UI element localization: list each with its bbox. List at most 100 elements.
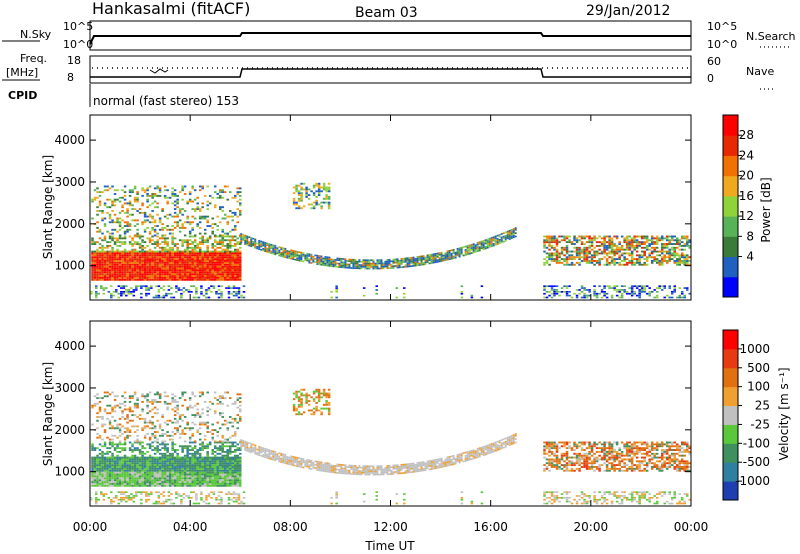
data-cell (670, 237, 674, 240)
data-cell (206, 414, 209, 417)
data-cell (648, 239, 651, 242)
data-cell (300, 195, 303, 198)
data-cell (176, 406, 179, 409)
data-cell (168, 258, 172, 261)
data-cell (412, 261, 415, 264)
data-cell (188, 230, 192, 233)
nave-label: Nave (746, 65, 774, 78)
data-cell (166, 196, 169, 199)
data-cell (675, 239, 679, 242)
data-cell (171, 481, 174, 483)
data-cell (123, 254, 127, 257)
data-cell (98, 434, 102, 437)
data-cell (153, 434, 157, 437)
data-cell (545, 246, 549, 249)
cpid-text: normal (fast stereo) 153 (93, 94, 239, 108)
data-cell (226, 244, 229, 247)
data-cell (111, 267, 114, 270)
data-cell (148, 462, 152, 465)
data-cell (191, 260, 194, 262)
data-cell (181, 187, 184, 190)
data-cell (226, 471, 229, 474)
data-cell (201, 278, 204, 281)
data-cell (262, 241, 265, 243)
data-cell (161, 237, 164, 240)
data-cell (216, 471, 219, 474)
data-cell (98, 397, 102, 400)
data-cell (208, 456, 212, 459)
data-cell (158, 464, 162, 467)
data-cell (386, 260, 389, 263)
data-cell (145, 289, 148, 291)
data-cell (498, 239, 501, 241)
data-cell (593, 291, 596, 293)
data-cell (300, 207, 303, 210)
data-cell (123, 252, 127, 255)
data-cell (221, 267, 224, 270)
data-cell (138, 450, 142, 453)
data-cell (223, 454, 227, 457)
data-cell (203, 278, 207, 281)
data-cell (640, 241, 644, 244)
data-cell (103, 237, 107, 240)
data-cell (565, 287, 569, 289)
data-cell (308, 253, 311, 256)
data-cell (618, 258, 621, 261)
data-cell (98, 265, 102, 268)
data-cell (133, 273, 137, 276)
data-cell (430, 257, 433, 259)
data-cell (226, 235, 229, 238)
data-cell (116, 261, 119, 264)
data-cell (598, 235, 601, 238)
data-cell (332, 262, 335, 264)
data-cell (156, 276, 159, 279)
data-cell (91, 263, 94, 266)
data-cell (141, 393, 144, 396)
data-cell (316, 259, 319, 262)
data-cell (187, 289, 191, 291)
data-cell (575, 250, 579, 253)
data-cell (231, 256, 234, 259)
data-cell (121, 263, 124, 266)
data-cell (300, 253, 303, 256)
data-cell (496, 243, 499, 245)
data-cell (510, 232, 513, 235)
data-cell (173, 244, 177, 247)
data-cell (181, 278, 184, 281)
data-cell (196, 481, 199, 483)
data-cell (153, 412, 157, 415)
data-cell (290, 256, 293, 258)
data-cell (108, 475, 112, 478)
data-cell (315, 184, 318, 187)
data-cell (146, 471, 149, 474)
data-cell (166, 261, 169, 264)
data-cell (193, 246, 197, 249)
data-cell (630, 258, 634, 261)
data-cell (113, 458, 117, 461)
data-cell (296, 252, 299, 255)
data-cell (91, 469, 94, 472)
data-cell (111, 246, 114, 249)
data-cell (268, 246, 271, 249)
data-cell (118, 460, 122, 463)
data-cell (96, 402, 99, 405)
data-cell (213, 466, 217, 468)
data-cell (138, 234, 142, 237)
data-cell (96, 210, 99, 212)
data-cell (258, 246, 261, 249)
data-cell (665, 246, 669, 249)
data-cell (348, 263, 351, 266)
data-cell (126, 221, 129, 224)
data-cell (168, 256, 172, 259)
data-cell (133, 267, 137, 270)
data-cell (151, 467, 154, 470)
data-cell (340, 261, 343, 264)
data-cell (675, 261, 679, 264)
data-cell (685, 256, 689, 259)
data-cell (448, 258, 451, 261)
data-cell (233, 196, 237, 199)
data-cell (108, 258, 112, 261)
data-cell (688, 263, 691, 266)
data-cell (133, 265, 137, 268)
data-cell (490, 237, 493, 239)
